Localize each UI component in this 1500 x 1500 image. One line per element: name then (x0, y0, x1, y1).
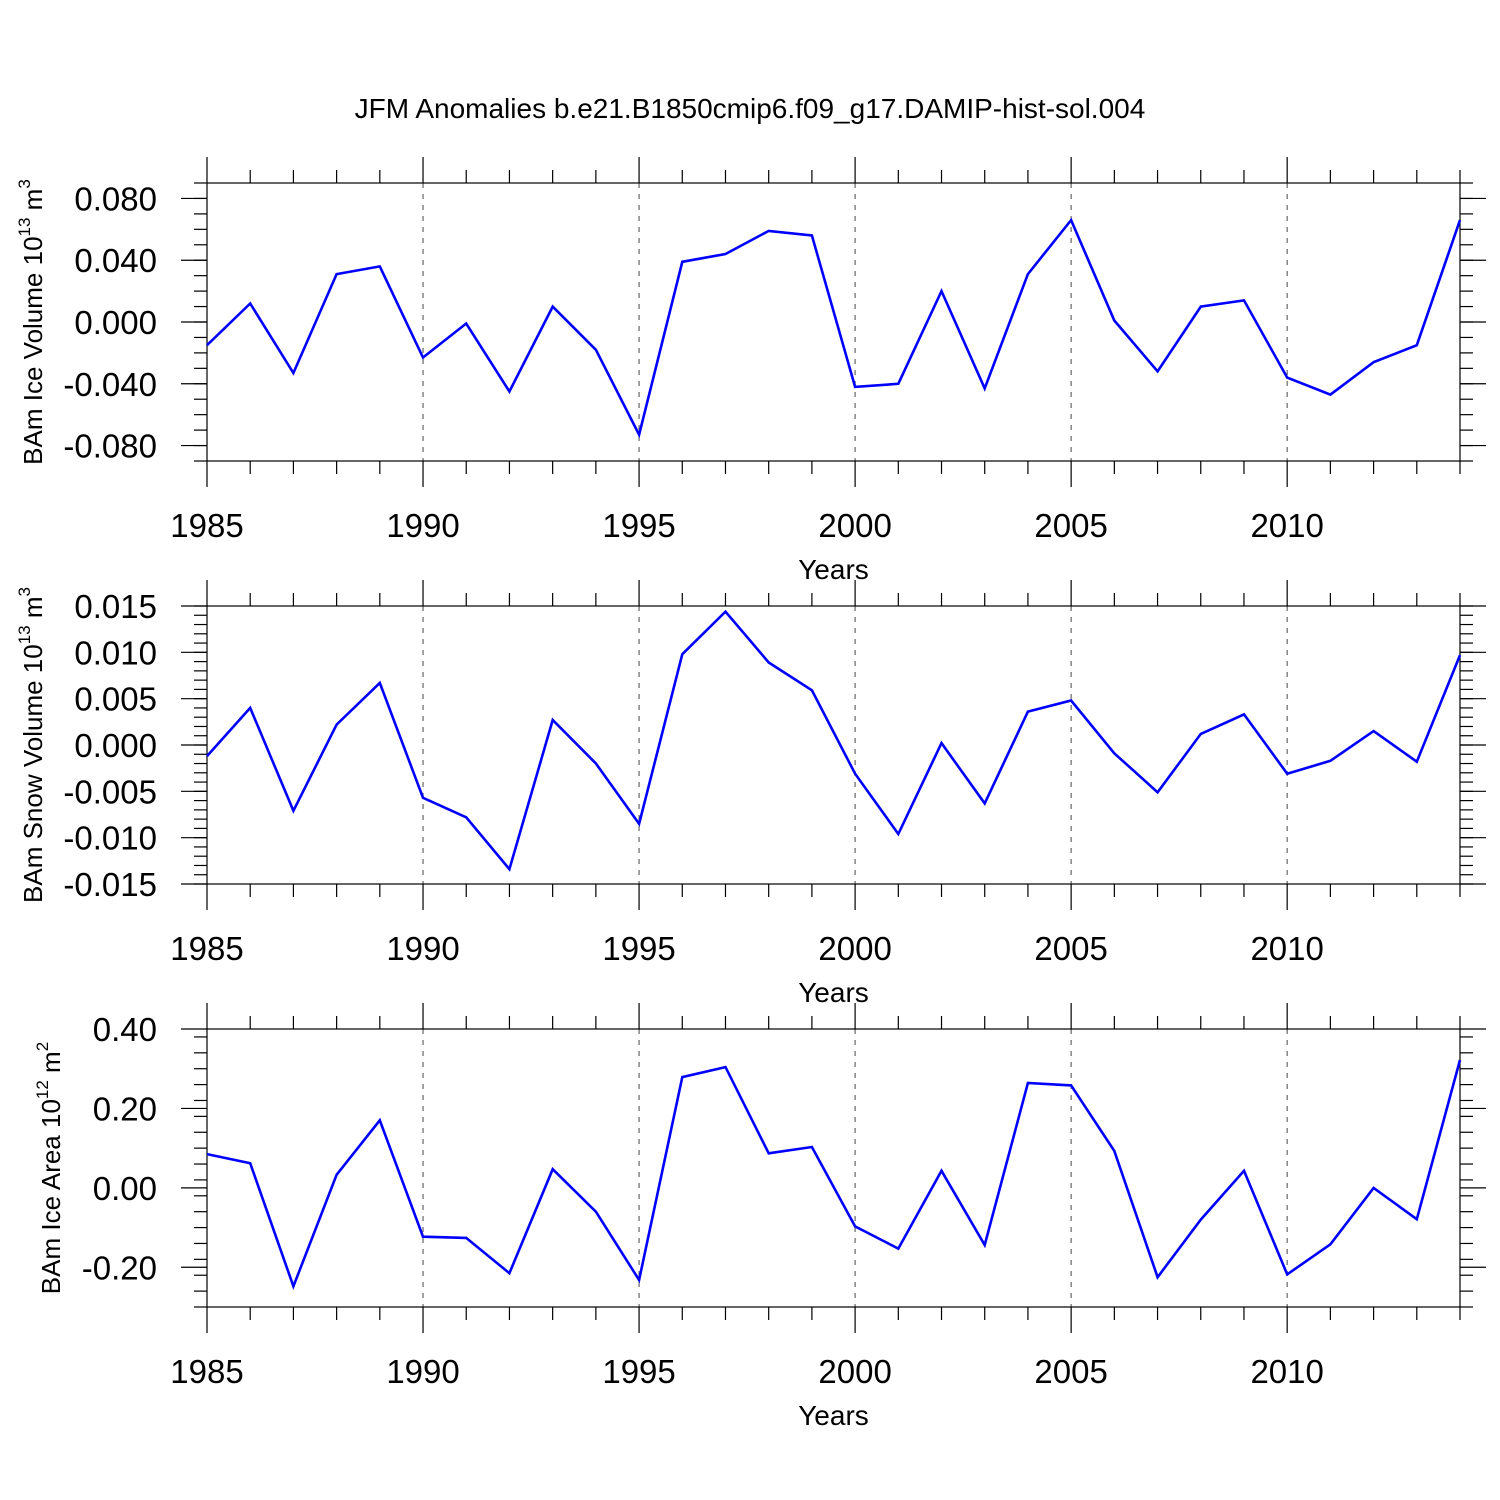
x-tick-label: 1990 (386, 1353, 459, 1390)
y-tick-label: -0.005 (63, 773, 157, 810)
y-tick-label: 0.20 (93, 1090, 157, 1127)
ice-volume-series-line (206, 217, 1462, 439)
snow-volume-panel: 1985 1990 1995 2000 2005 2010 -0.015 -0.010 -0.0… (15, 580, 1486, 1008)
x-tick-label: 2005 (1034, 930, 1107, 967)
y-tick-label: 0.040 (74, 242, 157, 279)
y-tick-label: -0.080 (63, 428, 157, 465)
x-tick-label: 2000 (818, 1353, 891, 1390)
ice-volume-panel: 1985 1990 1995 2000 2005 2010 -0.080 -0.040 0.00… (15, 157, 1486, 585)
plot-frame (206, 182, 1461, 462)
x-tick-label: 1985 (170, 507, 243, 544)
y-tick-label: 0.010 (74, 634, 157, 671)
x-tick-label: 1985 (170, 930, 243, 967)
x-tick-label: 1985 (170, 1353, 243, 1390)
y-tick-label: -0.015 (63, 866, 157, 903)
x-tick-label: 1990 (386, 930, 459, 967)
y-tick-label: 0.40 (93, 1011, 157, 1048)
x-axis-label: Years (798, 977, 869, 1008)
x-tick-label: 2000 (818, 507, 891, 544)
ice-area-panel: 1985 1990 1995 2000 2005 2010 -0.20 0.00 0.20 0.4… (33, 1003, 1486, 1431)
x-tick-label: 1990 (386, 507, 459, 544)
x-tick-label: 2010 (1250, 507, 1323, 544)
y-axis-label: BAm Ice Volume 1013 m3 (15, 179, 48, 465)
y-axis-label: BAm Ice Area 1012 m2 (33, 1042, 66, 1294)
y-tick-label: -0.010 (63, 820, 157, 857)
y-tick-label: 0.000 (74, 304, 157, 341)
figure-title: JFM Anomalies b.e21.B1850cmip6.f09_g17.D… (355, 93, 1146, 124)
y-tick-label: -0.20 (82, 1249, 157, 1286)
x-tick-label: 2000 (818, 930, 891, 967)
plot-frame (206, 605, 1461, 885)
x-tick-label: 2010 (1250, 1353, 1323, 1390)
y-axis-label: BAm Snow Volume 1013 m3 (15, 587, 48, 903)
x-axis-label: Years (798, 554, 869, 585)
x-tick-label: 1995 (602, 930, 675, 967)
y-tick-label: 0.080 (74, 180, 157, 217)
ice-area-series-line (206, 1059, 1462, 1291)
plot-frame (206, 1028, 1461, 1308)
x-tick-label: 2010 (1250, 930, 1323, 967)
x-tick-label: 1995 (602, 1353, 675, 1390)
y-tick-label: 0.005 (74, 681, 157, 718)
x-tick-label: 2005 (1034, 1353, 1107, 1390)
y-tick-label: 0.015 (74, 588, 157, 625)
x-tick-label: 1995 (602, 507, 675, 544)
snow-volume-series-line (206, 609, 1462, 872)
x-axis-label: Years (798, 1400, 869, 1431)
y-tick-label: 0.000 (74, 727, 157, 764)
x-tick-label: 2005 (1034, 507, 1107, 544)
y-tick-label: 0.00 (93, 1170, 157, 1207)
y-tick-label: -0.040 (63, 366, 157, 403)
